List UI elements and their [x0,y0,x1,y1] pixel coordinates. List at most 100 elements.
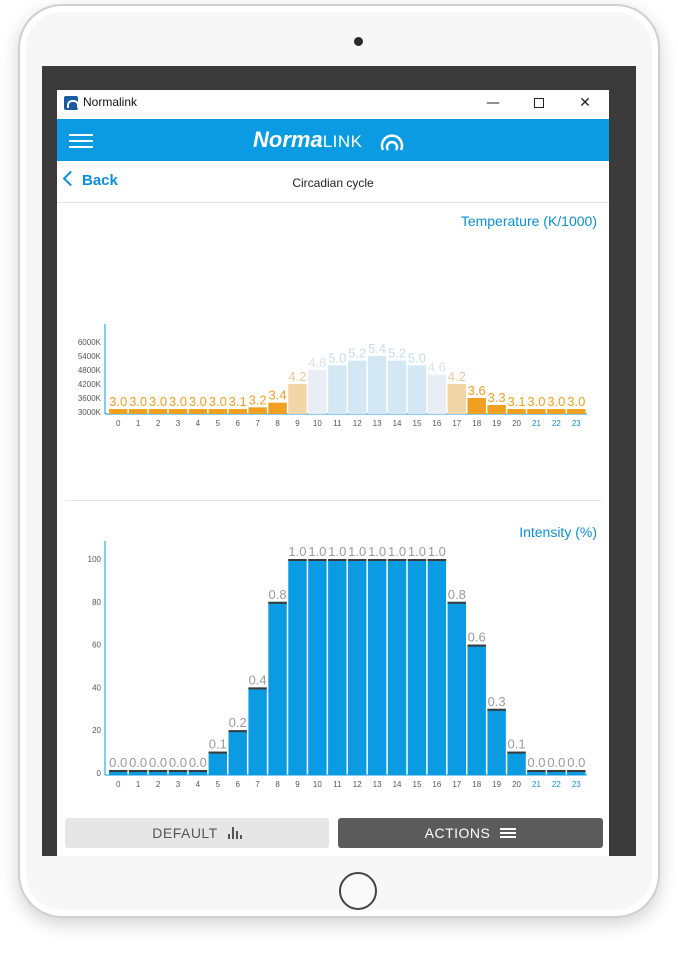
bar [487,405,506,414]
maximize-icon[interactable] [529,93,549,113]
x-tick-label: 20 [512,780,521,789]
bar [567,770,586,775]
bar [367,559,387,775]
back-button[interactable]: Back [62,170,118,189]
data-label: 0.1 [508,737,526,752]
bar [328,559,347,775]
x-tick-label: 20 [512,419,521,428]
x-tick-label: 17 [452,780,461,789]
data-label: 1.0 [428,544,446,559]
back-label: Back [82,172,118,189]
bar [248,407,267,414]
x-tick-label: 11 [333,419,342,428]
sub-navigation: Back Circadian cycle [57,161,609,203]
x-tick-label: 12 [353,419,362,428]
y-tick-label: 3000K [78,408,102,417]
bar [208,751,227,775]
default-button[interactable]: DEFAULT [65,818,329,848]
bar-cap [168,770,188,772]
data-label: 5.4 [368,341,386,356]
data-label: 1.0 [328,544,346,559]
x-tick-label: 10 [313,780,322,789]
x-tick-label: 15 [413,419,422,428]
actions-label: ACTIONS [424,825,491,841]
y-tick-label: 5400K [78,352,102,361]
x-tick-label: 8 [275,419,280,428]
x-tick-label: 23 [572,419,581,428]
data-label: 0.3 [488,694,506,709]
data-label: 1.0 [308,544,326,559]
bar-cap [208,751,227,754]
x-tick-label: 2 [156,780,161,789]
bar-cap [128,770,148,772]
data-label: 0.2 [229,715,247,730]
data-label: 0.0 [527,755,545,770]
default-label: DEFAULT [152,825,218,841]
x-tick-label: 21 [532,419,541,428]
bar-cap [348,559,367,561]
bar [547,409,566,414]
data-label: 3.2 [249,392,267,407]
bar-cap [547,770,566,772]
x-tick-label: 3 [176,419,181,428]
y-tick-label: 0 [97,769,102,778]
x-tick-label: 13 [373,419,382,428]
x-tick-label: 23 [572,780,581,789]
data-label: 0.4 [249,672,267,687]
bar [168,770,188,775]
bar [427,559,447,775]
bar [387,360,407,414]
minimize-icon[interactable]: — [486,95,500,111]
close-icon[interactable]: ✕ [579,95,591,111]
bar [148,770,168,775]
actions-button[interactable]: ACTIONS [338,818,603,848]
data-label: 3.3 [488,390,506,405]
bar-cap [148,770,168,772]
y-tick-label: 3600K [78,394,102,403]
bar-cap [387,559,407,561]
x-tick-label: 2 [156,419,161,428]
data-label: 4.2 [448,369,466,384]
y-tick-label: 6000K [78,338,102,347]
x-tick-label: 5 [216,780,221,789]
bar [507,751,526,775]
y-tick-label: 40 [92,683,101,692]
x-tick-label: 5 [216,419,221,428]
x-tick-label: 22 [552,780,561,789]
data-label: 5.0 [408,350,426,365]
bar [447,384,466,414]
x-tick-label: 10 [313,419,322,428]
data-label: 1.0 [348,544,366,559]
data-label: 3.0 [189,394,207,409]
home-button[interactable] [339,872,377,910]
bar [128,409,148,414]
bar-cap [567,770,586,772]
page-title: Circadian cycle [292,176,374,190]
bar [367,356,387,414]
bar-cap [188,770,208,772]
x-tick-label: 12 [353,780,362,789]
bar-cap [308,559,327,561]
logo-arc-icon [380,134,404,151]
bar-cap [228,730,247,733]
x-tick-label: 0 [116,419,121,428]
bar [228,409,247,414]
bar [328,365,347,414]
bar-cap [109,770,128,772]
data-label: 0.1 [209,737,227,752]
window-titlebar: Normalink — ✕ [57,90,609,116]
bar [487,708,506,775]
data-label: 0.0 [189,755,207,770]
app-icon [64,96,79,110]
bar-chart-icon [227,827,242,839]
data-label: 3.0 [527,394,545,409]
bar-cap [487,708,506,711]
data-label: 1.0 [388,544,406,559]
bar-cap [328,559,347,561]
x-tick-label: 17 [452,419,461,428]
hamburger-menu-icon[interactable] [69,134,93,148]
bar [527,770,546,775]
data-label: 3.0 [547,394,565,409]
data-label: 3.0 [169,394,187,409]
x-tick-label: 22 [552,419,561,428]
